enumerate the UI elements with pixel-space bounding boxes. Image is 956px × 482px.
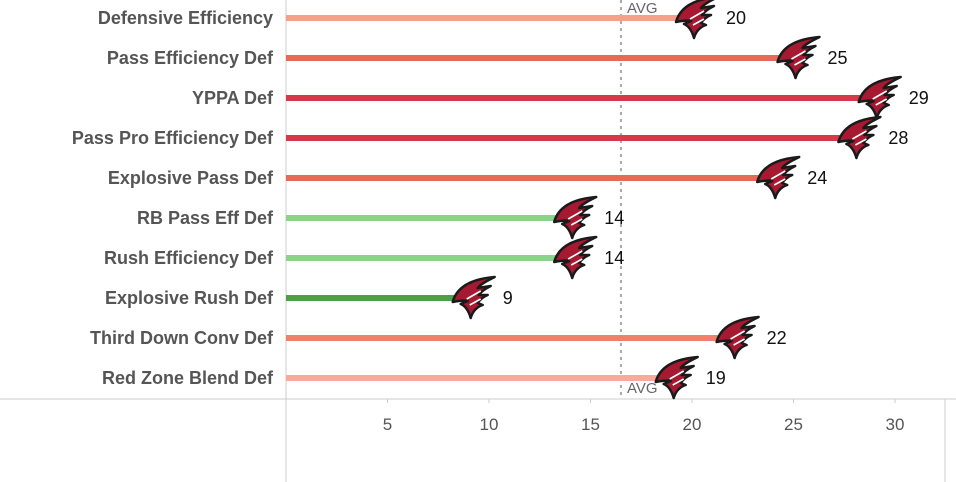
- category-label: Explosive Pass Def: [108, 168, 274, 188]
- x-tick-label: 5: [383, 415, 392, 434]
- category-label: Red Zone Blend Def: [102, 368, 274, 388]
- category-label: YPPA Def: [192, 88, 274, 108]
- x-tick-label: 25: [784, 415, 803, 434]
- value-label: 22: [767, 328, 787, 348]
- value-label: 14: [604, 248, 624, 268]
- value-label: 19: [706, 368, 726, 388]
- falcons-logo-icon: [451, 275, 496, 320]
- x-tick-label: 20: [683, 415, 702, 434]
- value-label: 24: [807, 168, 827, 188]
- falcons-logo-icon: [715, 315, 760, 360]
- value-label: 29: [909, 88, 929, 108]
- category-label: Defensive Efficiency: [98, 8, 273, 28]
- x-tick-label: 10: [480, 415, 499, 434]
- x-tick-label: 15: [581, 415, 600, 434]
- falcons-logo-icon: [674, 0, 720, 40]
- category-label: RB Pass Eff Def: [137, 208, 274, 228]
- value-label: 28: [888, 128, 908, 148]
- falcons-logo-icon: [776, 35, 821, 80]
- falcons-logo-icon: [837, 115, 882, 160]
- category-label: Pass Pro Efficiency Def: [72, 128, 274, 148]
- value-label: 9: [503, 288, 513, 308]
- category-label: Rush Efficiency Def: [104, 248, 274, 268]
- category-label: Explosive Rush Def: [105, 288, 274, 308]
- falcons-logo-icon: [552, 235, 598, 280]
- category-label: Pass Efficiency Def: [107, 48, 274, 68]
- avg-label-top: AVG: [627, 0, 658, 17]
- value-label: 25: [828, 48, 848, 68]
- value-label: 20: [726, 8, 746, 28]
- falcons-logo-icon: [755, 155, 801, 200]
- falcons-logo-icon: [654, 355, 699, 400]
- value-label: 14: [604, 208, 624, 228]
- avg-label-bottom: AVG: [627, 380, 658, 397]
- x-tick-label: 30: [886, 415, 905, 434]
- falcons-logo-icon: [857, 75, 902, 120]
- category-label: Third Down Conv Def: [90, 328, 274, 348]
- falcons-logo-icon: [552, 195, 598, 240]
